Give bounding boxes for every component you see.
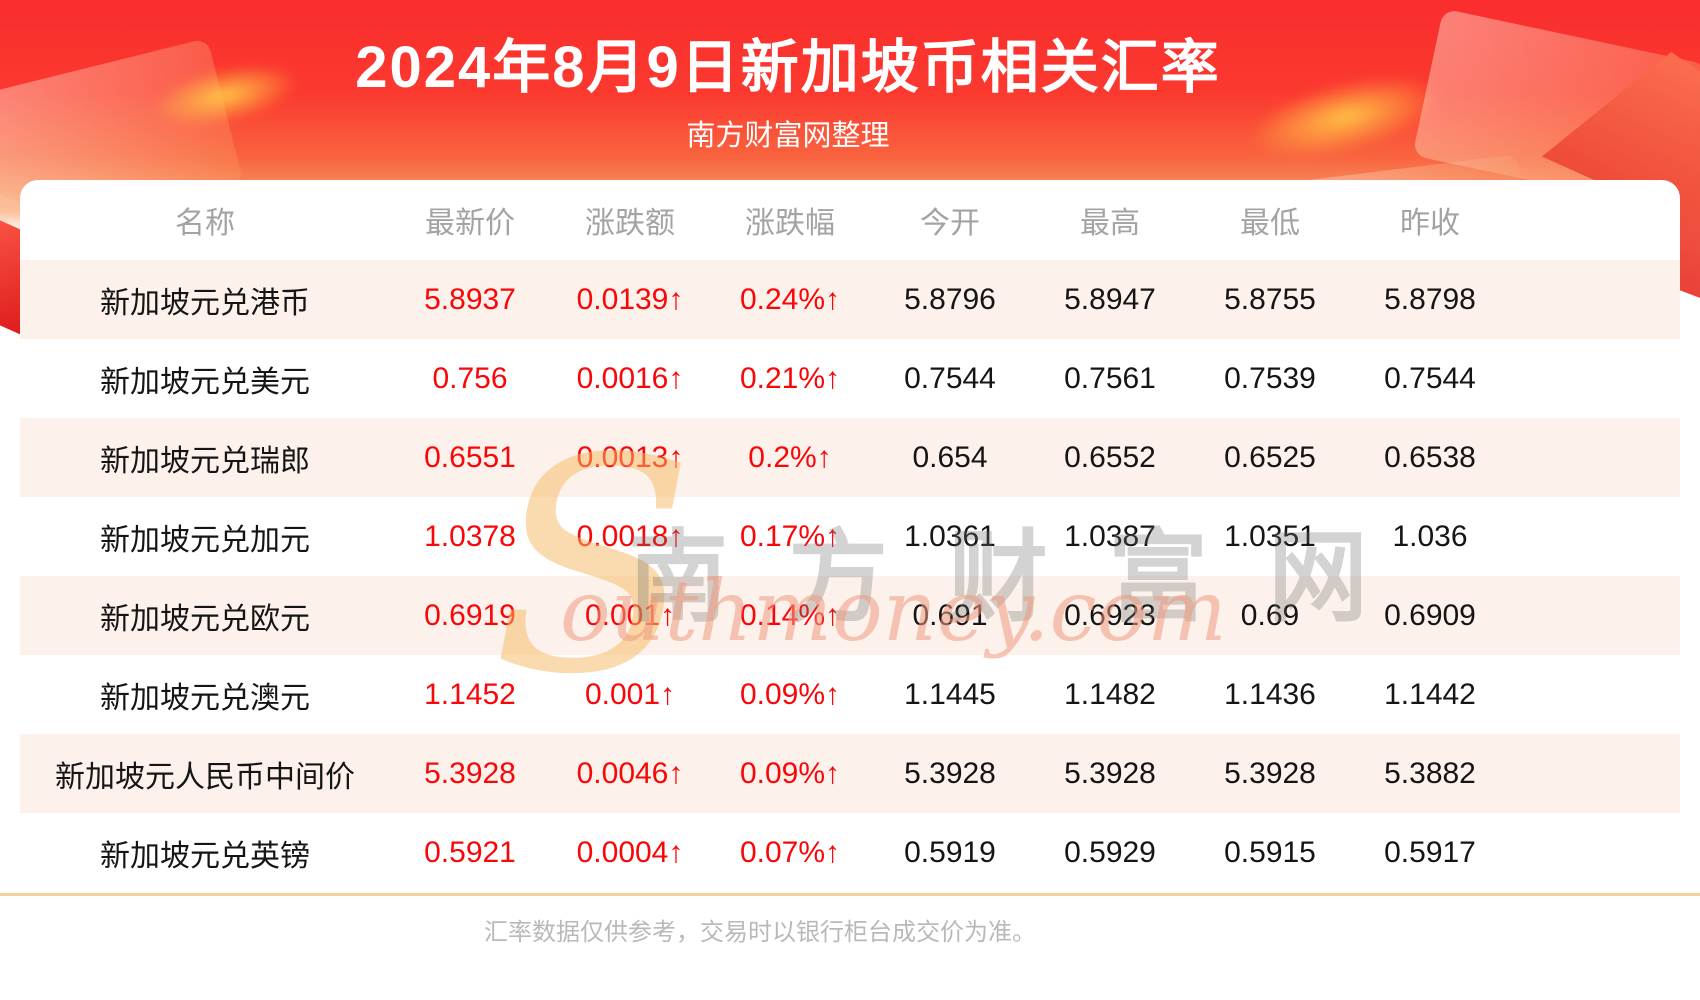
cell-prev_close: 5.3882 xyxy=(1384,756,1476,790)
cell-latest: 1.0378 xyxy=(424,519,516,553)
cell-high: 0.6552 xyxy=(1064,440,1156,474)
cell-change_pct: 0.09%↑ xyxy=(739,756,841,790)
cell-low: 5.3928 xyxy=(1224,756,1316,790)
cell-name: 新加坡元兑美元 xyxy=(100,365,310,399)
footer-disclaimer: 汇率数据仅供参考，交易时以银行柜台成交价为准。 xyxy=(484,919,1036,946)
cell-name: 新加坡元兑港币 xyxy=(100,286,310,320)
cell-open: 0.654 xyxy=(912,440,988,474)
cell-filler xyxy=(1510,497,1680,576)
cell-filler xyxy=(1510,734,1680,813)
page-subtitle: 南方财富网整理 xyxy=(686,120,890,152)
cell-open: 0.691 xyxy=(912,598,988,632)
cell-latest: 0.5921 xyxy=(424,835,516,869)
rates-table: 名称 最新价 涨跌额 涨跌幅 今开 最高 最低 昨收 新加坡元兑港币 5.8937 0.0139↑… xyxy=(20,180,1680,892)
cell-change_pct: 0.09%↑ xyxy=(739,677,841,711)
column-header-4: 今开 xyxy=(920,207,980,240)
rate-row: 新加坡元兑澳元 1.1452 0.001↑ 0.09%↑ 1.1445 1.1482 1.1… xyxy=(20,655,1680,734)
cell-prev_close: 5.8798 xyxy=(1384,282,1476,316)
cell-prev_close: 0.5917 xyxy=(1384,835,1476,869)
cell-high: 0.7561 xyxy=(1064,361,1156,395)
cell-prev_close: 0.6538 xyxy=(1384,440,1476,474)
cell-change_pct: 0.07%↑ xyxy=(739,835,841,869)
cell-change: 0.0013↑ xyxy=(576,440,684,474)
column-header-3: 涨跌幅 xyxy=(745,207,835,240)
cell-filler xyxy=(1510,260,1680,339)
cell-filler xyxy=(1510,655,1680,734)
rate-row: 新加坡元兑港币 5.8937 0.0139↑ 0.24%↑ 5.8796 5.8947 5.… xyxy=(20,260,1680,339)
cell-filler xyxy=(1510,813,1680,892)
cell-low: 0.6525 xyxy=(1224,440,1316,474)
page-title: 2024年8月9日新加坡币相关汇率 xyxy=(355,35,1221,100)
column-header-0: 名称 xyxy=(175,207,235,240)
cell-name: 新加坡元兑欧元 xyxy=(100,602,310,636)
cell-filler xyxy=(1510,339,1680,418)
cell-prev_close: 1.1442 xyxy=(1384,677,1476,711)
footer-divider xyxy=(0,893,1700,896)
cell-latest: 5.3928 xyxy=(424,756,516,790)
cell-change: 0.0016↑ xyxy=(576,361,684,395)
cell-high: 0.6923 xyxy=(1064,598,1156,632)
column-header-5: 最高 xyxy=(1080,207,1140,240)
cell-latest: 0.6551 xyxy=(424,440,516,474)
rates-header-row: 名称 最新价 涨跌额 涨跌幅 今开 最高 最低 昨收 xyxy=(20,180,1680,260)
cell-change_pct: 0.21%↑ xyxy=(739,361,841,395)
cell-high: 1.1482 xyxy=(1064,677,1156,711)
cell-filler xyxy=(1510,418,1680,497)
cell-name: 新加坡元兑瑞郎 xyxy=(100,444,310,478)
cell-low: 0.7539 xyxy=(1224,361,1316,395)
cell-change: 0.0018↑ xyxy=(576,519,684,553)
rate-row: 新加坡元兑英镑 0.5921 0.0004↑ 0.07%↑ 0.5919 0.5929 0.… xyxy=(20,813,1680,892)
cell-low: 0.69 xyxy=(1240,598,1300,632)
cell-latest: 0.6919 xyxy=(424,598,516,632)
cell-high: 5.3928 xyxy=(1064,756,1156,790)
cell-low: 0.5915 xyxy=(1224,835,1316,869)
column-header-6: 最低 xyxy=(1240,207,1300,240)
cell-change_pct: 0.17%↑ xyxy=(739,519,841,553)
rate-row: 新加坡元兑加元 1.0378 0.0018↑ 0.17%↑ 1.0361 1.0387 1.… xyxy=(20,497,1680,576)
rates-tbody: 新加坡元兑港币 5.8937 0.0139↑ 0.24%↑ 5.8796 5.8947 5.… xyxy=(20,260,1680,892)
cell-open: 0.7544 xyxy=(904,361,996,395)
cell-name: 新加坡元人民币中间价 xyxy=(55,760,355,794)
cell-open: 5.8796 xyxy=(904,282,996,316)
cell-high: 5.8947 xyxy=(1064,282,1156,316)
cell-name: 新加坡元兑澳元 xyxy=(100,681,310,715)
cell-filler xyxy=(1510,576,1680,655)
cell-change: 0.001↑ xyxy=(584,598,676,632)
cell-change_pct: 0.24%↑ xyxy=(739,282,841,316)
column-header-7: 昨收 xyxy=(1400,207,1460,240)
cell-change: 0.001↑ xyxy=(584,677,676,711)
rate-row: 新加坡元兑瑞郎 0.6551 0.0013↑ 0.2%↑ 0.654 0.6552 0.65… xyxy=(20,418,1680,497)
rates-card: 名称 最新价 涨跌额 涨跌幅 今开 最高 最低 昨收 新加坡元兑港币 5.8937 0.0139↑… xyxy=(20,180,1680,892)
cell-low: 1.1436 xyxy=(1224,677,1316,711)
cell-open: 1.0361 xyxy=(904,519,996,553)
cell-change_pct: 0.2%↑ xyxy=(748,440,832,474)
cell-latest: 0.756 xyxy=(432,361,508,395)
cell-name: 新加坡元兑英镑 xyxy=(100,839,310,873)
column-header-2: 涨跌额 xyxy=(585,207,675,240)
cell-prev_close: 0.7544 xyxy=(1384,361,1476,395)
cell-prev_close: 1.036 xyxy=(1392,519,1468,553)
cell-open: 5.3928 xyxy=(904,756,996,790)
cell-latest: 5.8937 xyxy=(424,282,516,316)
cell-name: 新加坡元兑加元 xyxy=(100,523,310,557)
cell-change: 0.0139↑ xyxy=(576,282,684,316)
cell-latest: 1.1452 xyxy=(424,677,516,711)
cell-change: 0.0004↑ xyxy=(576,835,684,869)
cell-high: 1.0387 xyxy=(1064,519,1156,553)
column-header-filler xyxy=(1510,180,1680,260)
cell-prev_close: 0.6909 xyxy=(1384,598,1476,632)
cell-change_pct: 0.14%↑ xyxy=(739,598,841,632)
rate-row: 新加坡元兑欧元 0.6919 0.001↑ 0.14%↑ 0.691 0.6923 0.69… xyxy=(20,576,1680,655)
cell-change: 0.0046↑ xyxy=(576,756,684,790)
rate-row: 新加坡元人民币中间价 5.3928 0.0046↑ 0.09%↑ 5.3928 5.392… xyxy=(20,734,1680,813)
cell-open: 1.1445 xyxy=(904,677,996,711)
rate-row: 新加坡元兑美元 0.756 0.0016↑ 0.21%↑ 0.7544 0.7561 0.7… xyxy=(20,339,1680,418)
cell-low: 5.8755 xyxy=(1224,282,1316,316)
cell-low: 1.0351 xyxy=(1224,519,1316,553)
cell-high: 0.5929 xyxy=(1064,835,1156,869)
column-header-1: 最新价 xyxy=(425,207,515,240)
cell-open: 0.5919 xyxy=(904,835,996,869)
